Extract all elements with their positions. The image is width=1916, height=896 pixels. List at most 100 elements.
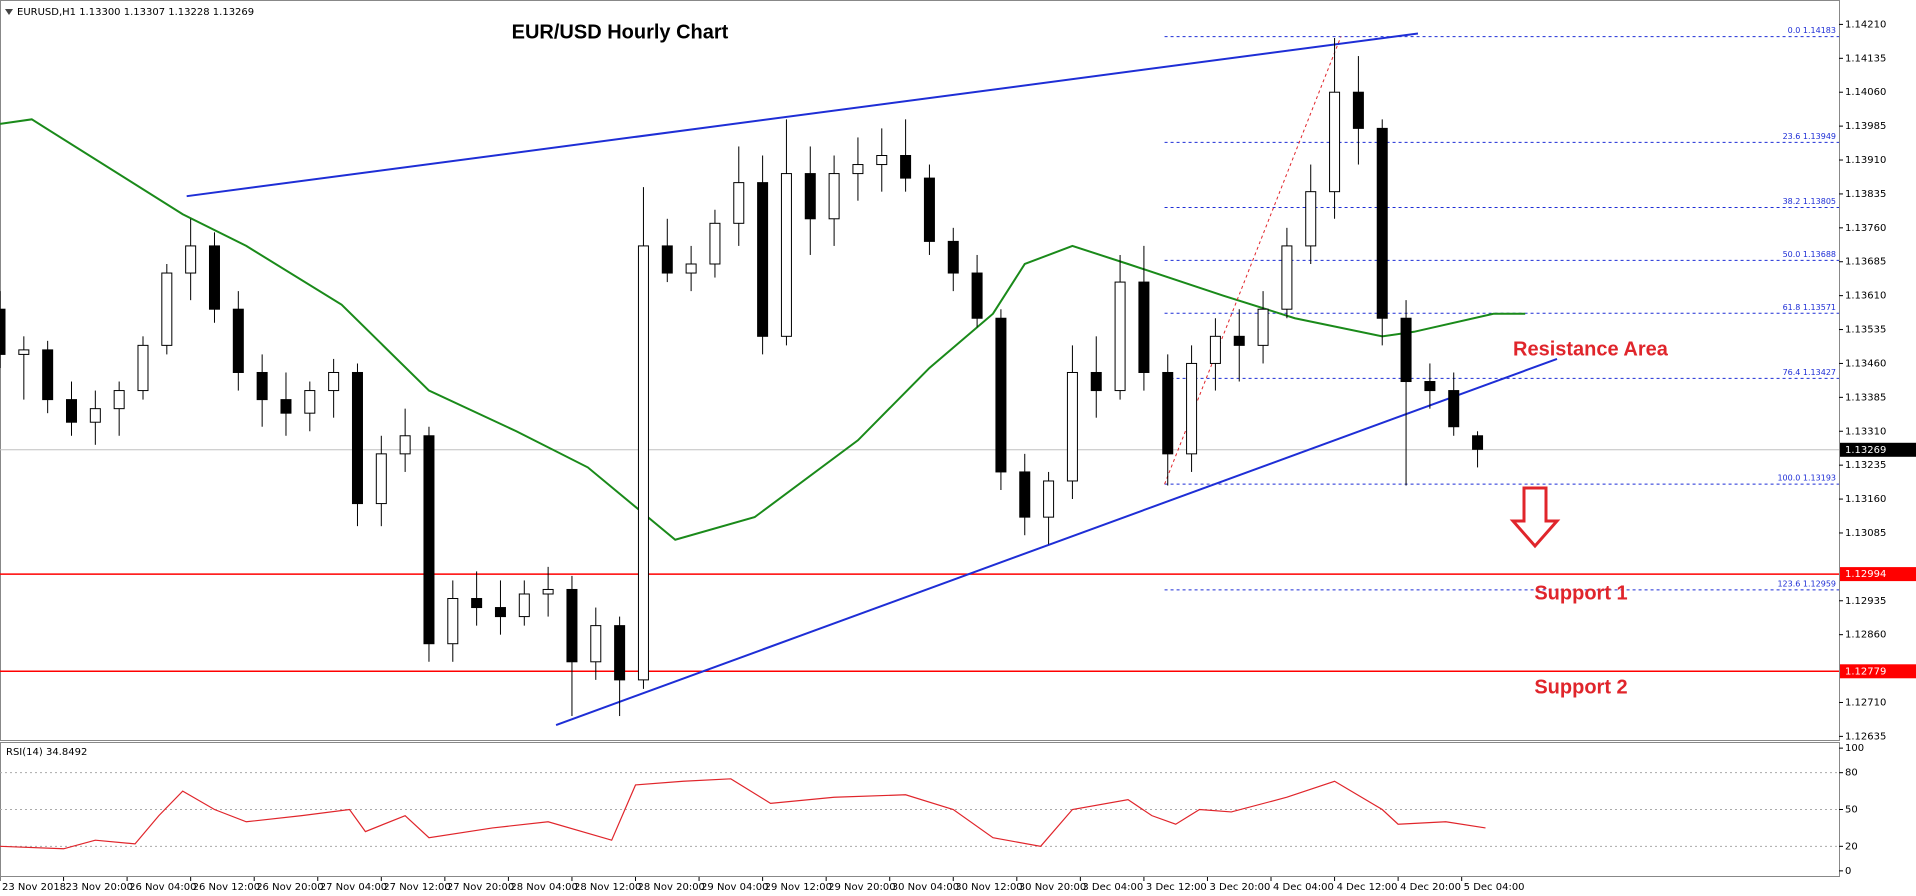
- candle-body: [18, 349, 30, 355]
- candle-body: [1186, 362, 1198, 455]
- candle-body: [0, 308, 6, 355]
- trend-line: [186, 32, 1419, 198]
- candle-body: [1352, 91, 1364, 129]
- candle-body: [65, 399, 77, 423]
- y-tick-label: 1.12935: [1845, 596, 1886, 607]
- x-tick-label: 28 Nov 20:00: [638, 882, 705, 893]
- fib-label: 50.0 1.13688: [1783, 250, 1836, 259]
- candle-body: [89, 408, 101, 423]
- y-tick-label: 1.13610: [1845, 291, 1886, 302]
- candle-body: [1114, 281, 1126, 392]
- candle-body: [995, 317, 1007, 473]
- candle-body: [685, 263, 697, 274]
- candle-body: [566, 588, 578, 663]
- x-tick-label: 29 Nov 12:00: [765, 882, 832, 893]
- rsi-y-tick-label: 20: [1845, 841, 1858, 852]
- x-tick-label: 27 Nov 04:00: [320, 882, 387, 893]
- x-tick-label: 23 Nov 2018: [2, 882, 66, 893]
- candle-body: [757, 182, 769, 337]
- fib-label: 61.8 1.13571: [1783, 303, 1836, 312]
- rsi-y-tick-label: 80: [1845, 768, 1858, 779]
- x-tick-label: 30 Nov 20:00: [1019, 882, 1086, 893]
- moving-average: [0, 118, 1526, 541]
- x-tick-label: 28 Nov 12:00: [574, 882, 641, 893]
- candle-body: [900, 155, 912, 179]
- header: EURUSD,H1 1.13300 1.13307 1.13228 1.1326…: [17, 7, 254, 18]
- y-tick-label: 1.13985: [1845, 121, 1886, 132]
- trend-line: [555, 357, 1558, 727]
- candle-body: [232, 308, 244, 373]
- x-tick-label: 28 Nov 04:00: [510, 882, 577, 893]
- x-tick-label: 4 Dec 12:00: [1337, 882, 1398, 893]
- candle-body: [947, 240, 959, 274]
- fib-label: 76.4 1.13427: [1783, 368, 1836, 377]
- x-tick-label: 5 Dec 04:00: [1464, 882, 1525, 893]
- candle-body: [494, 607, 506, 618]
- candle-body: [709, 222, 721, 265]
- y-tick-label: 1.13310: [1845, 426, 1886, 437]
- y-tick-label: 1.13085: [1845, 528, 1886, 539]
- y-tick-label: 1.14060: [1845, 87, 1886, 98]
- candle-body: [637, 245, 649, 681]
- y-tick-label: 1.12635: [1845, 731, 1886, 742]
- candle-body: [185, 245, 197, 274]
- rsi-y-tick-label: 0: [1845, 866, 1851, 877]
- y-tick-label: 1.13535: [1845, 325, 1886, 336]
- candle-body: [1138, 281, 1150, 373]
- candle-body: [852, 164, 864, 175]
- y-tick-label: 1.13910: [1845, 155, 1886, 166]
- candle-body: [471, 598, 483, 609]
- fib-label: 0.0 1.14183: [1788, 26, 1836, 35]
- y-tick-label: 1.13235: [1845, 460, 1886, 471]
- candle-body: [423, 435, 435, 645]
- fib-label: 38.2 1.13805: [1783, 197, 1836, 206]
- current-price-box: [1840, 442, 1916, 457]
- x-tick-label: 4 Dec 04:00: [1273, 882, 1334, 893]
- x-tick-label: 23 Nov 20:00: [66, 882, 133, 893]
- x-tick-label: 27 Nov 12:00: [383, 882, 450, 893]
- y-tick-label: 1.13385: [1845, 392, 1886, 403]
- candle-body: [1019, 471, 1031, 518]
- candle-body: [1090, 371, 1102, 392]
- candle-body: [804, 173, 816, 220]
- candle-body: [137, 344, 149, 392]
- candle-body: [542, 588, 554, 595]
- y-tick-label: 1.13760: [1845, 223, 1886, 234]
- support-price-label: 1.12779: [1845, 666, 1886, 677]
- candle-body: [661, 245, 673, 274]
- candle-body: [923, 177, 935, 242]
- candle-body: [256, 371, 268, 401]
- candle-body: [1233, 335, 1245, 346]
- fib-label: 123.6 1.12959: [1777, 579, 1836, 588]
- y-tick-label: 1.14135: [1845, 53, 1886, 64]
- fib-label: 23.6 1.13949: [1783, 132, 1836, 141]
- candle-body: [351, 371, 363, 505]
- candle-body: [1376, 127, 1388, 319]
- x-tick-label: 3 Dec 04:00: [1082, 882, 1143, 893]
- candle-body: [399, 435, 411, 455]
- y-tick-label: 1.13685: [1845, 257, 1886, 268]
- x-tick-label: 27 Nov 20:00: [447, 882, 514, 893]
- support-price-label: 1.12994: [1845, 569, 1886, 580]
- candle-body: [518, 593, 530, 618]
- y-tick-label: 1.13160: [1845, 494, 1886, 505]
- fib-label: 100.0 1.13193: [1777, 474, 1836, 483]
- rsi-y-tick-label: 100: [1845, 743, 1864, 754]
- candle-body: [113, 390, 125, 410]
- current-price-label: 1.13269: [1845, 445, 1886, 456]
- candle-body: [876, 155, 888, 166]
- candle-body: [1162, 371, 1174, 455]
- candle-body: [42, 349, 54, 401]
- candle-body: [780, 173, 792, 337]
- candle-body: [733, 182, 745, 224]
- candle-body: [1424, 381, 1436, 392]
- rsi-label: RSI(14) 34.8492: [6, 747, 87, 758]
- candle-body: [1472, 435, 1484, 450]
- x-tick-label: 26 Nov 20:00: [256, 882, 323, 893]
- candle-body: [1257, 308, 1269, 346]
- candle-body: [1329, 91, 1341, 193]
- x-tick-label: 3 Dec 12:00: [1146, 882, 1207, 893]
- candle-body: [1448, 390, 1460, 428]
